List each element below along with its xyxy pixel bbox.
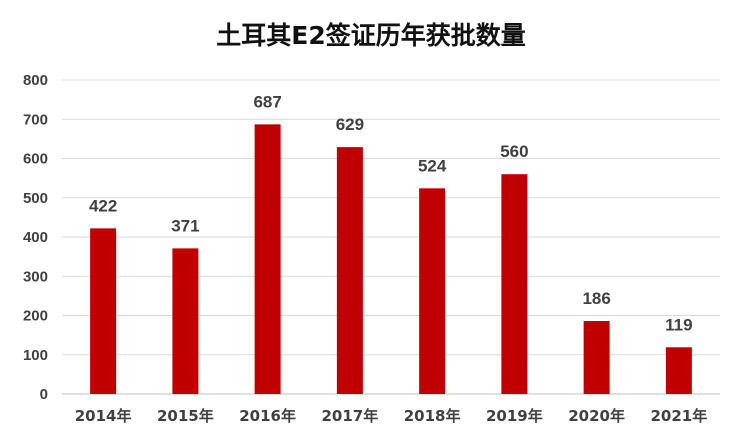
category-label: 2020年 — [568, 407, 625, 425]
bar — [336, 147, 363, 394]
y-tick-label: 600 — [23, 151, 48, 168]
y-tick-label: 500 — [23, 190, 48, 207]
y-tick-label: 400 — [23, 229, 48, 246]
data-labels: 422 371 687 629 524 560 186 119 — [89, 92, 693, 334]
bar — [172, 248, 199, 394]
bar — [583, 320, 610, 394]
bar — [419, 188, 446, 394]
category-label: 2019年 — [486, 407, 543, 425]
data-label: 560 — [500, 142, 528, 161]
category-label: 2015年 — [157, 407, 214, 425]
data-label: 524 — [418, 156, 447, 175]
data-label: 422 — [89, 196, 117, 215]
category-label: 2016年 — [239, 407, 296, 425]
category-label: 2017年 — [322, 407, 379, 425]
x-axis-category-labels: 2014年 2015年 2016年 2017年 2018年 2019年 2020年 2021年 — [75, 407, 708, 425]
y-tick-label: 0 — [40, 386, 48, 403]
bars — [90, 124, 692, 394]
bar — [665, 347, 692, 394]
data-label: 371 — [171, 216, 199, 235]
category-label: 2018年 — [404, 407, 461, 425]
gridlines — [62, 79, 720, 395]
bar — [90, 228, 117, 394]
data-label: 629 — [336, 115, 364, 134]
y-tick-label: 700 — [23, 111, 48, 128]
y-tick-label: 300 — [23, 268, 48, 285]
category-label: 2014年 — [75, 407, 132, 425]
y-tick-label: 200 — [23, 308, 48, 325]
data-label: 186 — [582, 289, 610, 308]
y-axis-tick-labels: 0 100 200 300 400 500 600 700 800 — [23, 72, 48, 403]
bar — [254, 124, 281, 394]
y-tick-label: 800 — [23, 72, 48, 89]
data-label: 687 — [253, 92, 281, 111]
y-tick-label: 100 — [23, 347, 48, 364]
bar — [501, 174, 528, 394]
category-label: 2021年 — [651, 407, 708, 425]
data-label: 119 — [665, 315, 692, 334]
chart-title: 土耳其E2签证历年获批数量 — [216, 21, 525, 50]
